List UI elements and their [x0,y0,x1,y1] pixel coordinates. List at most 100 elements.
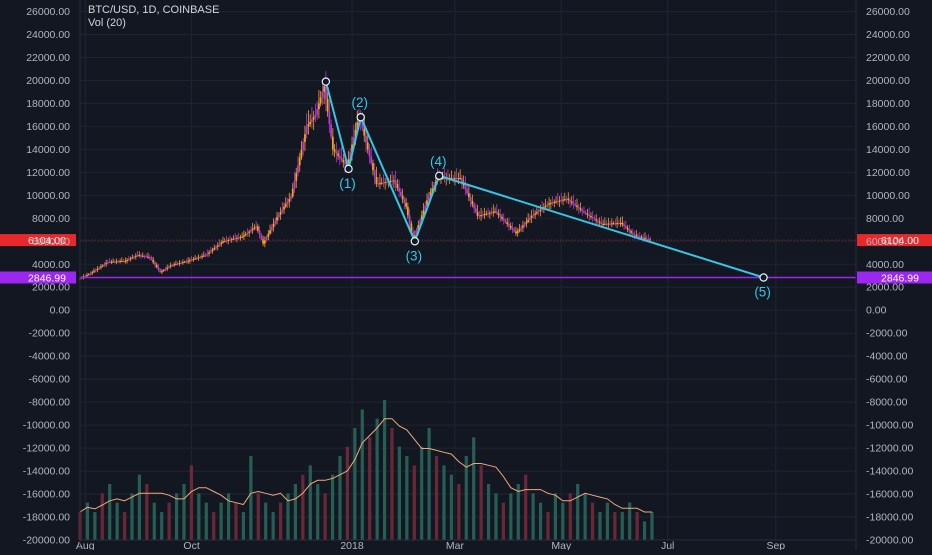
candle-body [366,142,369,150]
volume-bar [345,446,350,540]
volume-bar [108,484,112,540]
candle-body [576,205,578,208]
candle-body [352,137,355,145]
candle-body [230,239,233,241]
volume-bar [204,502,208,540]
candle-body [610,223,613,225]
volume-bar [182,484,186,540]
candle-body [349,151,352,160]
candle-body [91,272,94,274]
candle-body [181,262,184,264]
volume-bar [561,502,565,540]
candle-body [169,265,172,267]
volume-bar [189,465,194,540]
volume-bar [353,428,357,540]
y-tick-label-left: 14000.00 [26,144,70,156]
candle-body [408,215,411,224]
volume-bar [271,512,275,540]
volume-bar [264,502,268,540]
candle-body [143,256,146,258]
elliott-wave-drawing[interactable]: (1) (2) (3) (4) (5) [321,77,771,300]
candle-body [569,200,571,202]
volume-bar [212,512,216,540]
candle-body [120,261,123,263]
volume-bar [234,502,238,540]
y-tick-label-right: -2000.00 [866,328,908,340]
candle-body [556,201,559,203]
candle-body [274,220,277,224]
y-tick-label-right: 14000.00 [866,144,910,156]
candle-body [166,267,169,269]
candle-body [522,225,524,228]
target-level-tag-left-text: 2846.99 [28,273,66,285]
volume-bar [160,512,164,540]
candle-body [199,256,202,258]
candle-body [87,274,90,276]
volume-bar [412,465,416,540]
candle-body [147,256,149,258]
symbol-title: BTC/USD, 1D, COINBASE [88,4,220,16]
candle-body [291,188,294,197]
candle-body [98,267,101,269]
candle-body [187,260,190,262]
candle-body [441,178,444,180]
candle-body [171,264,174,266]
candle-body [283,206,285,210]
candle-body [270,227,273,231]
candle-body [373,170,376,177]
volume-bar [613,512,617,540]
y-tick-label-left: -12000.00 [23,443,70,455]
candle-body [621,222,624,225]
candle-body [225,240,228,242]
candle-body [598,221,601,223]
candle-body [241,236,244,238]
candle-body [127,259,130,261]
candle-body [457,178,460,180]
volume-bar [167,502,171,540]
volume-bar [375,418,379,540]
candle-body [316,109,319,115]
volume-bar [85,502,90,540]
candle-body [377,183,380,185]
wave-point [435,171,444,180]
candle-body [452,178,455,180]
y-tick-label-left: -2000.00 [29,328,71,340]
candle-body [529,217,531,220]
candle-body [265,236,268,241]
volume-bar [650,512,654,540]
volume-bar [308,465,312,540]
y-tick-label-right: -10000.00 [866,420,913,432]
x-tick-label: 2018 [340,540,364,550]
candle-body [117,261,120,263]
candle-body [152,259,155,263]
candle-body [392,180,395,182]
candle-body [195,257,198,259]
candle-body [321,91,324,98]
candle-body [272,223,275,228]
candle-body [354,129,357,138]
wave-label: (3) [406,248,423,263]
candle-body [488,212,491,214]
candle-body [178,263,181,265]
volume-bar [464,456,468,540]
candle-body [326,98,329,112]
candle-body [176,263,179,265]
candle-body [637,235,639,237]
candle-body [386,181,388,183]
y-tick-label-right: -6000.00 [866,374,908,386]
candle-body [312,117,315,120]
candle-body [401,195,404,200]
candle-body [635,234,638,236]
candle-body [148,257,151,259]
y-tick-label-left: 6000.00 [32,236,70,248]
y-tick-label-left: -4000.00 [29,351,71,363]
y-tick-label-right: -8000.00 [866,397,908,409]
volume-bar [538,502,543,540]
candle-body [499,215,502,217]
y-tick-label-left: -16000.00 [23,489,70,501]
candle-body [588,214,591,216]
y-tick-label-right: -16000.00 [866,489,913,501]
candle-body [574,204,577,206]
candle-body [328,111,331,125]
